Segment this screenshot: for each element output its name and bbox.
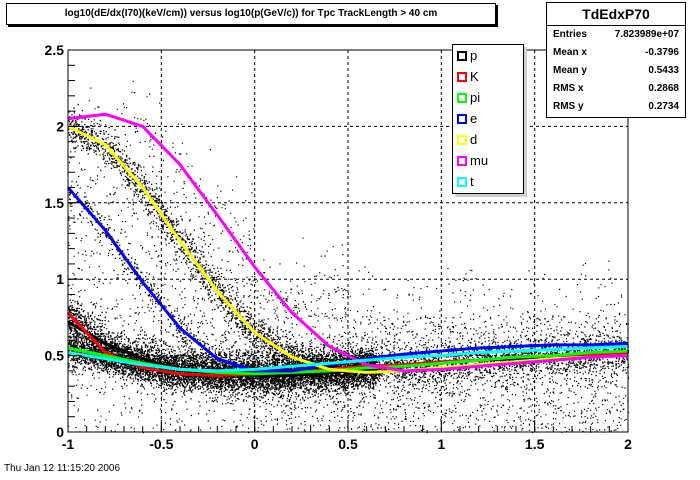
stats-label: Mean y	[553, 65, 587, 76]
series-line-t	[67, 344, 629, 373]
x-tick-label: 0.5	[338, 436, 358, 452]
stats-label: Mean x	[553, 47, 587, 58]
chart-title: log10(dE/dx(I70)(keV/cm)) versus log10(p…	[6, 3, 496, 25]
y-tick-label: 1	[56, 271, 64, 287]
stats-row-rms-y: RMS y 0.2734	[547, 98, 685, 116]
legend-swatch	[457, 92, 467, 103]
legend-label: e	[470, 111, 478, 126]
stats-value: 0.2868	[648, 83, 679, 94]
legend-item-K: K	[453, 66, 523, 87]
y-tick-label: 0.5	[45, 348, 65, 364]
series-line-mu	[67, 112, 629, 373]
legend-swatch	[457, 113, 467, 124]
x-tick-label: 0	[251, 436, 259, 452]
y-tick-label: 0	[56, 424, 64, 440]
stats-row-rms-x: RMS x 0.2868	[547, 80, 685, 98]
legend-label: pi	[470, 90, 481, 105]
stats-value: -0.3796	[645, 47, 679, 58]
y-tick-label: 1.5	[45, 195, 65, 211]
stats-row-entries: Entries 7.823989e+07	[547, 26, 685, 44]
legend-label: p	[470, 48, 478, 63]
legend-item-mu: mu	[453, 150, 523, 171]
x-tick-label: 2	[624, 436, 632, 452]
scatter-points	[68, 80, 630, 434]
legend-item-e: e	[453, 108, 523, 129]
legend-item-d: d	[453, 129, 523, 150]
legend-item-t: t	[453, 171, 523, 192]
stats-row-mean-y: Mean y 0.5433	[547, 62, 685, 80]
curve-layer	[66, 112, 629, 377]
stats-value: 7.823989e+07	[614, 29, 679, 40]
x-tick-label: -1	[62, 436, 75, 452]
stats-row-mean-x: Mean x -0.3796	[547, 44, 685, 62]
stats-label: Entries	[553, 29, 587, 40]
y-tick-label: 2.5	[45, 42, 65, 58]
stats-name: TdEdxP70	[547, 3, 685, 26]
axis-layer: -1 -0.5 0 0.5 1 1.5 2 0 0.5 1 1.5 2 2.5	[45, 42, 633, 452]
timestamp: Thu Jan 12 11:15:20 2006	[4, 463, 121, 474]
stats-value: 0.5433	[648, 65, 679, 76]
x-tick-label: 1.5	[525, 436, 545, 452]
stats-value: 0.2734	[648, 101, 679, 112]
legend-item-pi: pi	[453, 87, 523, 108]
y-tick-label: 2	[56, 118, 64, 134]
legend-swatch	[457, 155, 467, 166]
legend-item-p: p	[453, 45, 523, 66]
legend-label: d	[470, 132, 478, 147]
legend-label: K	[470, 69, 479, 84]
legend-swatch	[457, 50, 467, 61]
legend-label: mu	[470, 153, 489, 168]
x-tick-label: 1	[437, 436, 445, 452]
legend-swatch	[457, 176, 467, 187]
legend-label: t	[470, 174, 474, 189]
legend-swatch	[457, 71, 467, 82]
legend-swatch	[457, 134, 467, 145]
x-tick-label: -0.5	[149, 436, 173, 452]
stats-box: TdEdxP70 Entries 7.823989e+07 Mean x -0.…	[546, 2, 686, 118]
scatter-density-layer	[68, 80, 630, 434]
stats-label: RMS x	[553, 83, 584, 94]
stats-label: RMS y	[553, 101, 584, 112]
